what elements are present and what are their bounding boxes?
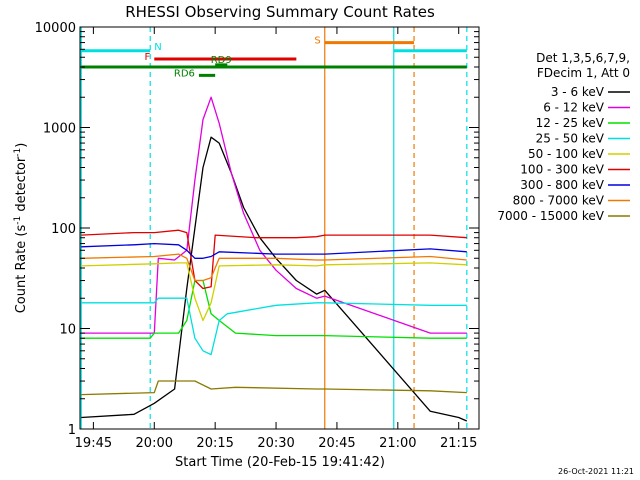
y-tick-label: 10 <box>59 323 76 338</box>
series-line <box>81 380 467 396</box>
y-tick-label: 10000 <box>35 21 76 36</box>
x-tick-label: 20:45 <box>318 436 355 451</box>
legend-entry-label: 3 - 6 keV <box>551 85 605 99</box>
legend-header-line-2: FDecim 1, Att 0 <box>537 66 630 80</box>
legend-entry-label: 800 - 7000 keV <box>513 194 605 208</box>
marker-bar-label: F <box>145 52 151 63</box>
marker-bar-label: S <box>314 36 320 47</box>
marker-layer: N S F RD9 RD6 <box>80 27 468 429</box>
legend-header-line-1: Det 1,3,5,6,7,9, <box>536 51 630 65</box>
marker-bar-label: RD9 <box>211 55 232 66</box>
marker-bar-label: N <box>154 42 161 53</box>
x-tick-label: 21:15 <box>440 436 477 451</box>
legend-entry-label: 100 - 300 keV <box>520 163 604 177</box>
y-axis-label-mid: detector <box>14 156 29 216</box>
legend-entry-label: 50 - 100 keV <box>528 147 605 161</box>
series-line <box>81 229 467 290</box>
series-line <box>81 297 467 356</box>
y-tick-label: 1000 <box>43 122 76 137</box>
axis-layer: 19:45 20:00 20:15 20:30 20:45 21:00 21:15 1 10 10… <box>35 21 479 451</box>
x-tick-label: 20:15 <box>196 436 233 451</box>
footer-date: 26-Oct-2021 11:21 <box>558 467 634 476</box>
y-axis-label-end: ) <box>14 143 29 148</box>
series-line <box>81 96 467 334</box>
x-tick-label: 20:00 <box>136 436 173 451</box>
series-line <box>81 262 467 322</box>
legend: Det 1,3,5,6,7,9, FDecim 1, Att 0 3 - 6 k… <box>497 51 630 223</box>
series-line <box>81 279 467 339</box>
y-axis-label: Count Rate (s-1 detector-1) <box>13 143 29 314</box>
y-tick-label: 100 <box>51 222 76 237</box>
x-axis-label: Start Time (20-Feb-15 19:41:42) <box>175 455 385 470</box>
marker-bar-label: RD6 <box>174 68 195 79</box>
legend-entry-label: 7000 - 15000 keV <box>497 209 604 223</box>
chart-title: RHESSI Observing Summary Count Rates <box>125 3 435 21</box>
legend-entry-label: 6 - 12 keV <box>543 101 605 115</box>
y-axis-label-sup2: -1 <box>13 148 23 157</box>
y-axis-label-main: Count Rate (s <box>14 225 29 314</box>
x-tick-label: 20:30 <box>257 436 294 451</box>
x-tick-label: 21:00 <box>379 436 416 451</box>
y-axis-label-sup1: -1 <box>13 216 23 225</box>
series-line <box>81 253 467 282</box>
legend-entry-label: 300 - 800 keV <box>520 178 604 192</box>
series-layer <box>81 96 468 422</box>
legend-entry-label: 12 - 25 keV <box>536 116 605 130</box>
series-line <box>81 242 467 259</box>
y-tick-label: 1 <box>68 423 76 438</box>
legend-entry-label: 25 - 50 keV <box>536 132 605 146</box>
x-tick-label: 19:45 <box>75 436 112 451</box>
